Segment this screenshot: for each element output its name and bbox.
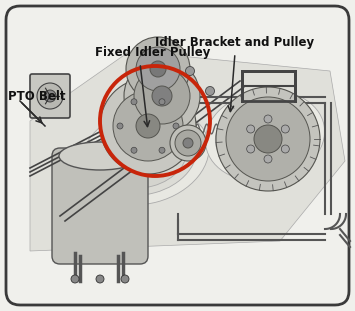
Circle shape	[216, 87, 320, 191]
Circle shape	[134, 68, 190, 124]
Circle shape	[247, 125, 255, 133]
Circle shape	[131, 147, 137, 153]
Circle shape	[136, 114, 160, 138]
Ellipse shape	[215, 99, 315, 174]
Circle shape	[141, 52, 149, 61]
Circle shape	[226, 97, 310, 181]
Circle shape	[159, 99, 165, 105]
Circle shape	[131, 99, 137, 105]
Circle shape	[173, 123, 179, 129]
Circle shape	[151, 67, 159, 76]
Ellipse shape	[81, 107, 209, 205]
Circle shape	[136, 47, 180, 91]
Circle shape	[37, 83, 63, 109]
Circle shape	[254, 125, 282, 153]
Polygon shape	[30, 51, 345, 251]
Circle shape	[186, 67, 195, 76]
Circle shape	[206, 86, 214, 95]
Ellipse shape	[206, 91, 324, 182]
Text: PTO Belt: PTO Belt	[8, 90, 66, 103]
Circle shape	[264, 115, 272, 123]
Circle shape	[183, 138, 193, 148]
Circle shape	[44, 90, 56, 102]
Circle shape	[117, 123, 123, 129]
Circle shape	[121, 275, 129, 283]
Circle shape	[126, 104, 170, 148]
Circle shape	[144, 55, 172, 83]
Circle shape	[247, 145, 255, 153]
Circle shape	[96, 275, 104, 283]
Circle shape	[175, 130, 201, 156]
Circle shape	[170, 125, 206, 161]
Circle shape	[152, 86, 172, 106]
Circle shape	[281, 145, 289, 153]
Ellipse shape	[93, 117, 197, 195]
Text: Fixed Idler Pulley: Fixed Idler Pulley	[95, 46, 211, 59]
FancyBboxPatch shape	[6, 6, 349, 305]
Ellipse shape	[225, 106, 305, 166]
Circle shape	[179, 134, 197, 152]
FancyBboxPatch shape	[52, 148, 148, 264]
Circle shape	[238, 109, 298, 169]
Circle shape	[71, 275, 79, 283]
Circle shape	[144, 78, 180, 114]
Text: Idler Bracket and Pulley: Idler Bracket and Pulley	[155, 36, 315, 49]
Circle shape	[165, 58, 175, 67]
FancyBboxPatch shape	[30, 74, 70, 118]
Circle shape	[100, 78, 196, 174]
Circle shape	[150, 61, 166, 77]
Circle shape	[126, 37, 190, 101]
Ellipse shape	[59, 142, 141, 170]
Circle shape	[264, 155, 272, 163]
Circle shape	[113, 91, 183, 161]
Circle shape	[159, 147, 165, 153]
Circle shape	[281, 125, 289, 133]
Ellipse shape	[103, 124, 187, 188]
Circle shape	[124, 58, 200, 134]
